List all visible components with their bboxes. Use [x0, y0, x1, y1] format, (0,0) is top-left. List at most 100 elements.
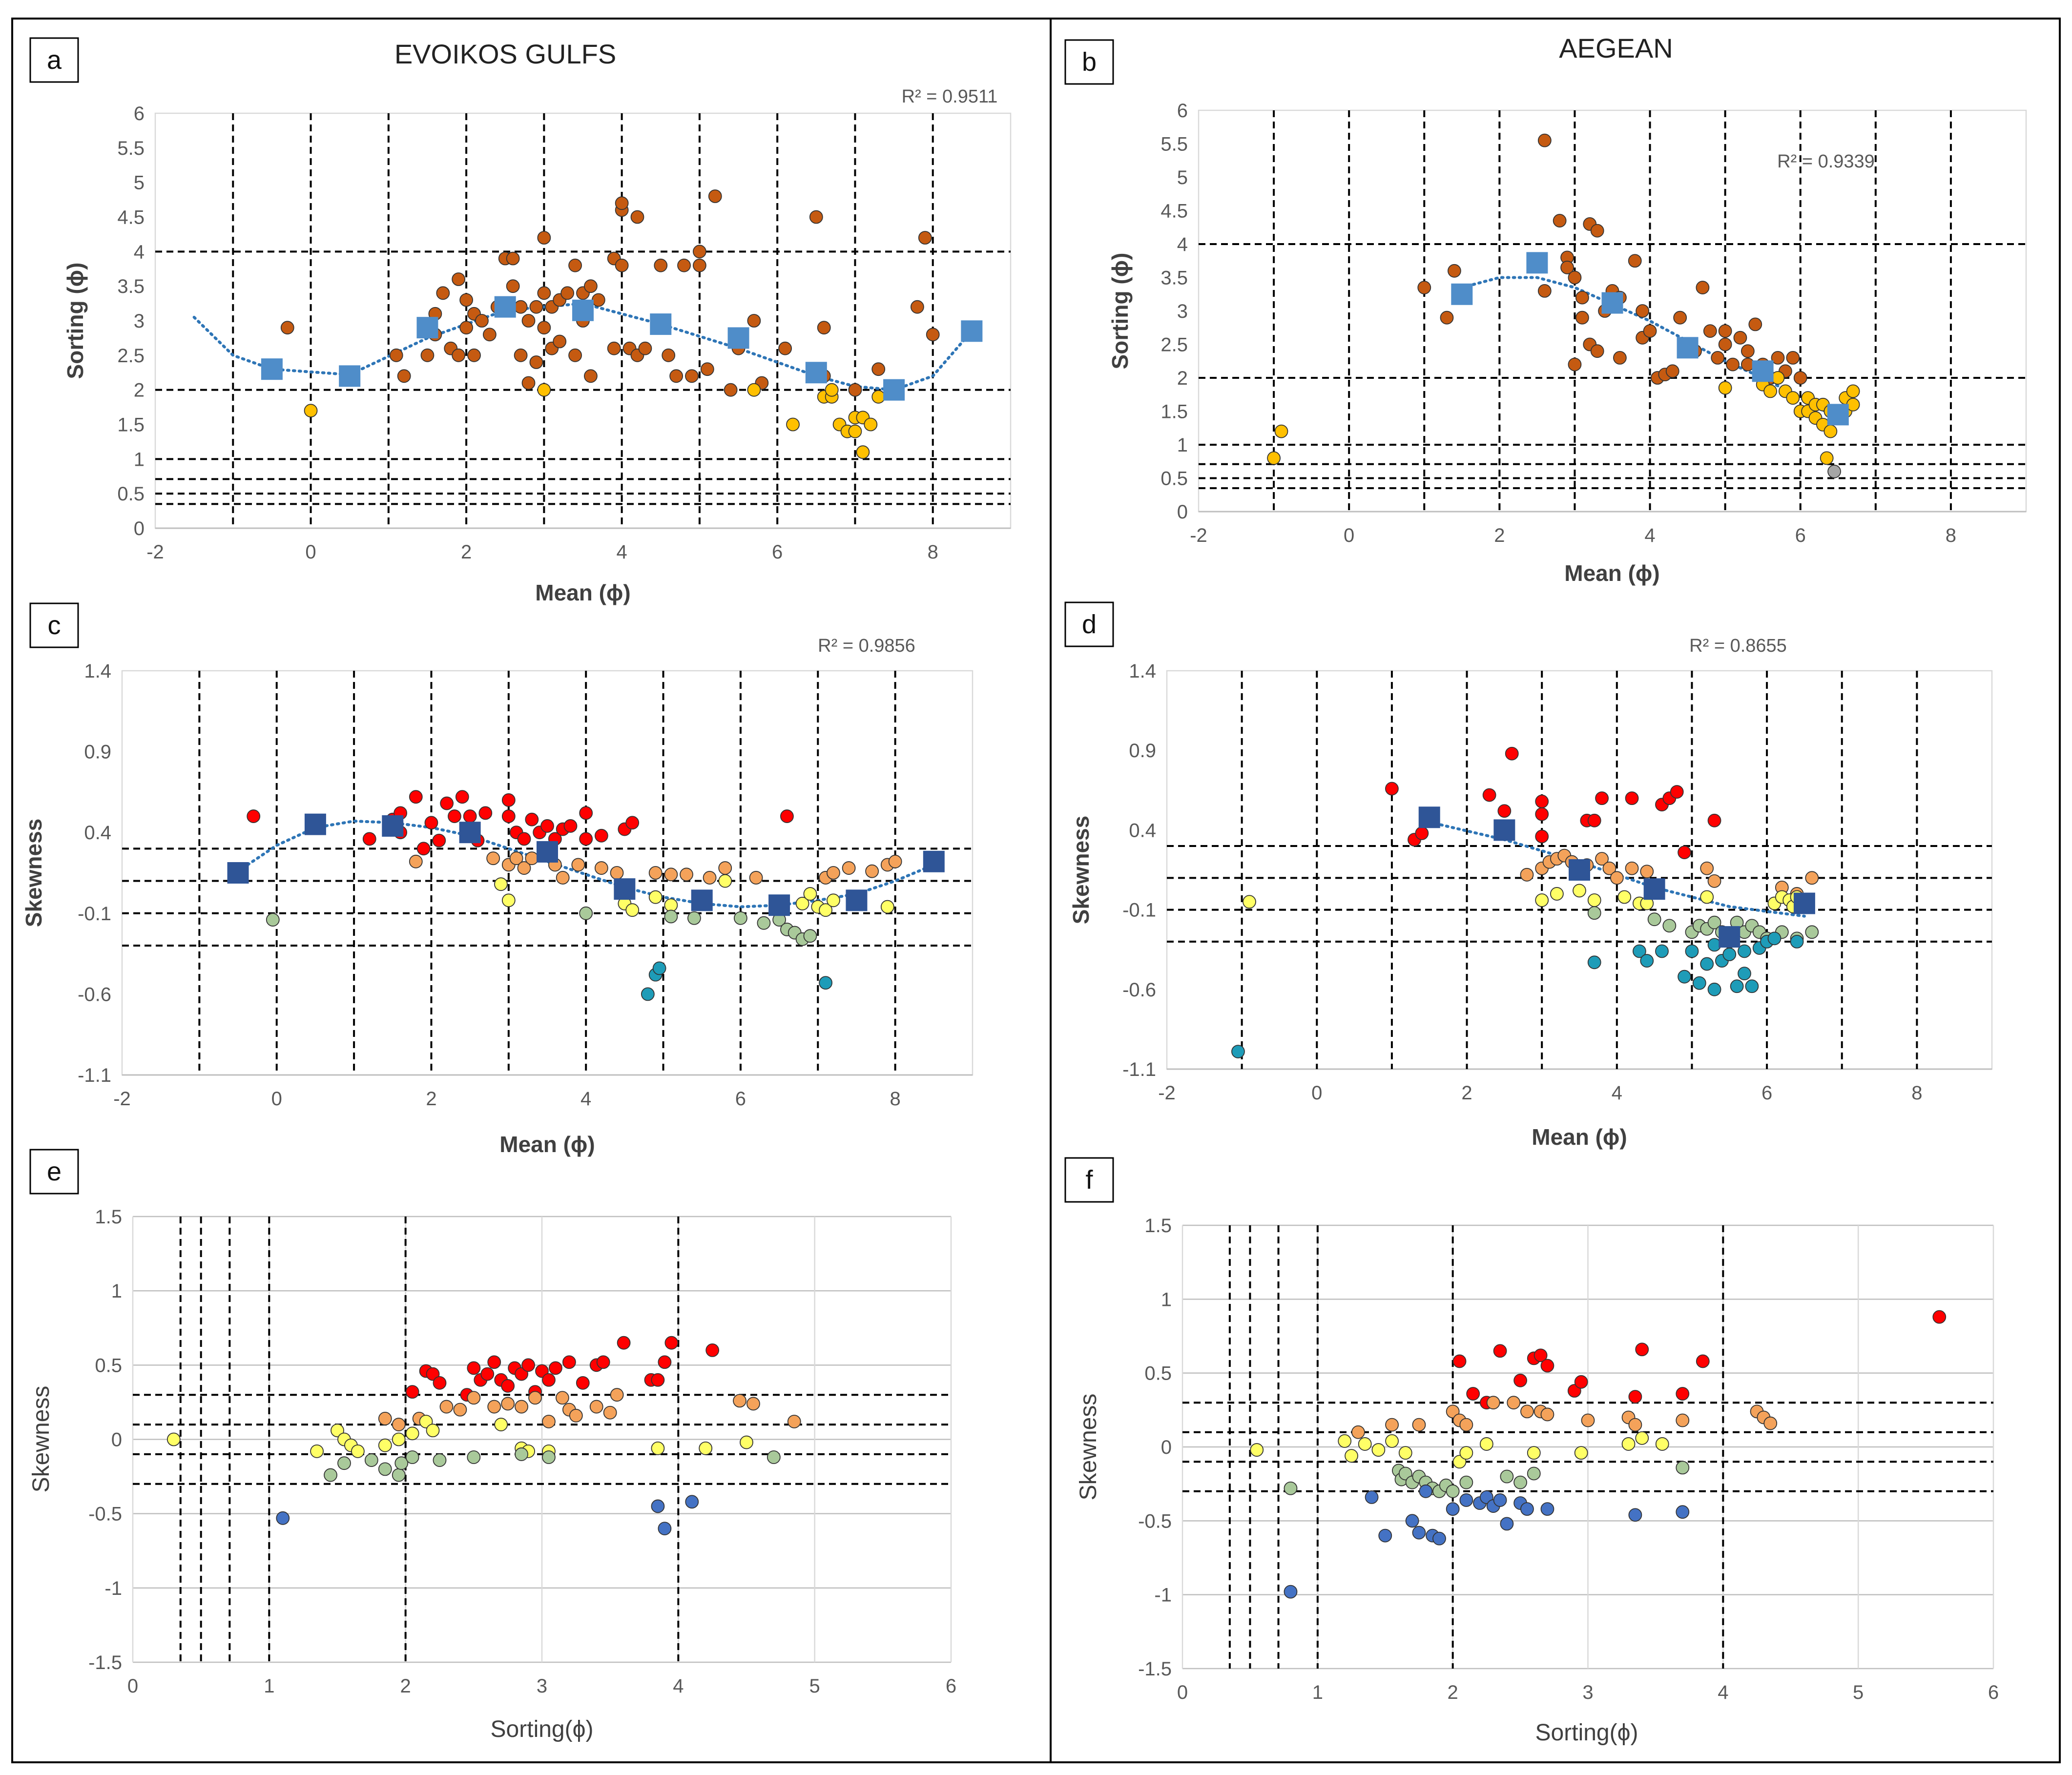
data-point — [337, 1456, 351, 1470]
x-tick-label: 4 — [1718, 1682, 1728, 1703]
panel-label-box — [29, 37, 79, 83]
mean-square-point — [339, 365, 361, 387]
data-point — [787, 1415, 801, 1428]
data-point — [848, 383, 862, 397]
y-axis-label: Skewness — [21, 819, 46, 927]
data-point — [1763, 384, 1777, 398]
data-point — [501, 1397, 515, 1411]
data-point — [1568, 357, 1582, 372]
data-point — [494, 1418, 508, 1431]
data-point — [1678, 970, 1691, 984]
data-point — [463, 809, 477, 823]
data-point — [662, 348, 676, 362]
data-point — [856, 445, 870, 459]
data-point — [1412, 1526, 1426, 1540]
data-point — [1793, 371, 1807, 385]
data-point — [515, 1400, 528, 1414]
series-means — [1418, 806, 1815, 948]
data-point — [424, 816, 438, 830]
data-point — [1692, 976, 1706, 990]
data-point — [1243, 895, 1256, 909]
data-point — [1633, 944, 1646, 958]
y-tick-label: -1.5 — [88, 1652, 122, 1673]
data-point — [1733, 330, 1747, 345]
data-point — [603, 1405, 617, 1420]
data-point — [1505, 746, 1519, 761]
y-tick-label: -0.1 — [1122, 900, 1156, 921]
mean-square-point — [691, 889, 713, 911]
mean-square-point — [416, 317, 438, 339]
data-point — [1365, 1490, 1379, 1504]
panel-d: d -2 0 2 4 6 8 -1.1 -0.6 -0.1 0.4 0.9 1.4 Mean (ϕ) Ske… — [1064, 601, 1993, 1150]
data-point — [1452, 1354, 1467, 1368]
data-point — [664, 909, 678, 924]
data-point — [718, 861, 732, 875]
data-point — [1587, 955, 1601, 970]
x-tick-label: 8 — [1911, 1082, 1922, 1104]
data-point — [1738, 967, 1751, 981]
data-point — [1617, 890, 1632, 904]
data-point — [827, 893, 840, 908]
x-tick-label: -2 — [113, 1088, 131, 1110]
series-means — [1451, 252, 1849, 426]
data-point — [1574, 1446, 1588, 1460]
data-point — [1718, 381, 1732, 395]
data-point — [749, 871, 763, 885]
series-red — [1452, 1310, 1947, 1410]
y-tick-label: 6 — [1177, 100, 1188, 122]
mean-square-point — [846, 889, 868, 911]
data-point — [747, 314, 761, 328]
data-point — [1527, 1466, 1541, 1481]
data-point — [416, 842, 431, 856]
data-point — [1568, 270, 1582, 285]
data-point — [819, 903, 833, 917]
data-point — [625, 816, 640, 830]
data-point — [1560, 261, 1574, 274]
data-point — [1537, 133, 1552, 147]
data-point — [515, 1367, 528, 1381]
data-point — [378, 1411, 392, 1425]
data-point — [397, 369, 411, 383]
data-point — [517, 832, 531, 846]
x-tick-label: 0 — [305, 541, 316, 563]
y-tick-label: 1.4 — [84, 660, 111, 682]
y-tick-label: 4.5 — [117, 207, 145, 228]
data-point — [1665, 364, 1679, 378]
data-point — [1500, 1517, 1514, 1531]
data-point — [1587, 813, 1601, 827]
data-point — [918, 231, 932, 245]
mean-square-point — [382, 815, 404, 837]
data-point — [1636, 304, 1650, 318]
data-point — [865, 864, 879, 878]
data-point — [1676, 1387, 1690, 1401]
data-point — [439, 1400, 454, 1414]
mean-square-point — [227, 862, 249, 884]
y-tick-label: 0.4 — [84, 822, 111, 844]
x-tick-label: 2 — [1494, 525, 1505, 546]
data-point — [537, 321, 551, 335]
data-point — [1459, 1475, 1473, 1489]
data-point — [825, 383, 839, 397]
data-point — [1385, 1418, 1399, 1432]
data-point — [1745, 979, 1759, 993]
data-point — [1378, 1528, 1392, 1543]
data-point — [542, 1450, 556, 1464]
data-point — [664, 867, 678, 882]
chart-title: AEGEAN — [1559, 33, 1673, 63]
data-point — [625, 903, 640, 917]
x-tick-label: 5 — [809, 1675, 820, 1697]
data-point — [648, 890, 663, 904]
data-point — [1767, 931, 1782, 946]
data-point — [1575, 310, 1589, 325]
data-point — [1345, 1449, 1358, 1463]
panel-label-c: c — [29, 602, 79, 648]
data-point — [1574, 1375, 1588, 1389]
data-point — [1358, 1437, 1372, 1451]
data-point — [1493, 1344, 1507, 1358]
data-point — [1267, 451, 1281, 465]
data-point — [1711, 351, 1725, 365]
panel-label-text: a — [47, 45, 62, 75]
data-point — [687, 911, 701, 925]
x-tick-label: 4 — [1612, 1082, 1622, 1104]
